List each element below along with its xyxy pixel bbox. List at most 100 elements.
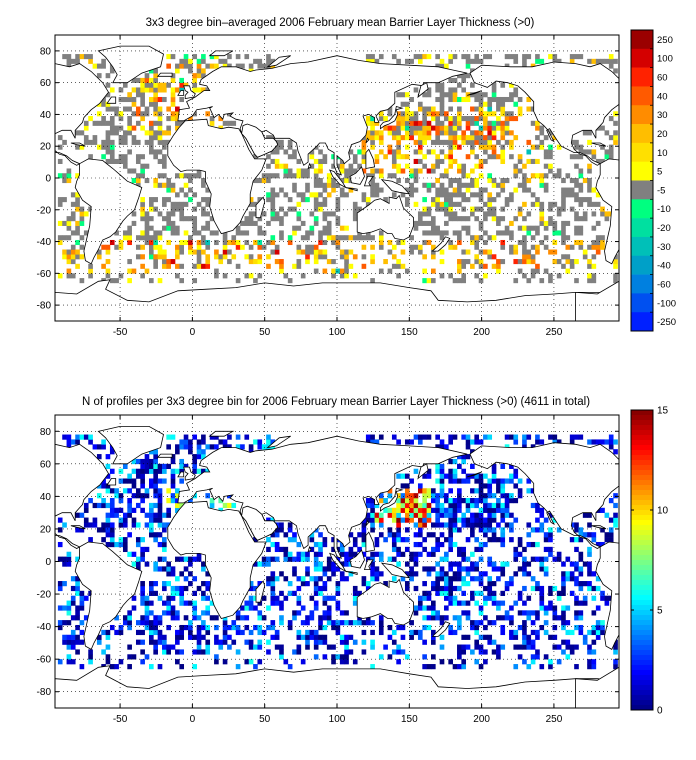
coastline-australia <box>356 578 415 626</box>
data-bin-cell <box>448 502 453 509</box>
data-bin-cell <box>483 92 488 98</box>
data-bin-cell <box>162 600 167 606</box>
data-bin-cell <box>105 92 111 98</box>
data-bin-cell <box>348 235 354 241</box>
data-bin-cell <box>227 239 232 246</box>
data-bin-cell <box>539 595 545 601</box>
y-tick-label: -80 <box>37 687 52 698</box>
data-bin-cell <box>318 585 323 592</box>
data-bin-cell <box>214 639 219 645</box>
data-bin-cell <box>313 634 319 640</box>
data-bin-cell <box>135 541 141 548</box>
data-bin-cell <box>378 654 384 660</box>
data-bin-cell <box>448 527 453 533</box>
colorbar-gradient-step <box>631 675 653 681</box>
data-bin-cell <box>478 439 484 445</box>
data-bin-cell <box>448 468 453 474</box>
data-bin-cell <box>465 634 471 640</box>
data-bin-cell <box>565 605 571 611</box>
data-bin-cell <box>478 225 484 231</box>
data-bin-cell <box>500 507 506 513</box>
data-bin-cell <box>300 192 306 198</box>
data-bin-cell <box>114 507 119 513</box>
data-bin-cell <box>101 154 106 160</box>
data-bin-cell <box>244 605 250 611</box>
data-bin-cell <box>574 546 579 553</box>
data-bin-cell <box>396 135 401 141</box>
data-bin-cell <box>157 463 163 470</box>
data-bin-cell <box>552 517 558 523</box>
data-bin-cell <box>539 125 545 131</box>
data-bin-cell <box>109 498 115 504</box>
data-bin-cell <box>404 581 410 587</box>
data-bin-cell <box>175 263 180 269</box>
data-bin-cell <box>131 522 137 528</box>
data-bin-cell <box>509 82 514 88</box>
data-bin-cell <box>292 182 297 188</box>
data-bin-cell <box>166 488 171 494</box>
data-bin-cell <box>556 211 562 217</box>
data-bin-cell <box>556 644 562 650</box>
data-bin-cell <box>483 111 488 117</box>
data-bin-cell <box>404 502 410 509</box>
data-bin-cell <box>522 620 527 626</box>
data-bin-cell <box>140 201 145 207</box>
data-bin-cell <box>404 154 410 160</box>
colorbar-gradient-step <box>631 670 653 676</box>
data-bin-cell <box>474 92 480 98</box>
data-bin-cell <box>149 249 154 255</box>
data-bin-cell <box>517 168 523 174</box>
data-bin-cell <box>574 610 579 616</box>
data-bin-cell <box>439 187 445 193</box>
data-bin-cell <box>157 498 163 504</box>
data-bin-cell <box>283 173 289 179</box>
data-bin-cell <box>491 537 497 543</box>
data-bin-cell <box>417 216 423 222</box>
data-bin-cell <box>587 644 592 650</box>
data-bin-cell <box>331 235 336 241</box>
data-bin-cell <box>192 77 198 83</box>
data-bin-cell <box>309 192 315 198</box>
data-bin-cell <box>552 249 558 255</box>
colorbar-gradient-step <box>631 420 653 426</box>
data-bin-cell <box>509 235 514 241</box>
data-bin-cell <box>413 493 419 499</box>
colorbar-label: 10 <box>657 148 668 159</box>
data-bin-cell <box>444 111 449 117</box>
data-bin-cell <box>431 522 436 528</box>
data-bin-cell <box>452 512 458 518</box>
data-bin-cell <box>556 230 562 236</box>
data-bin-cell <box>504 130 510 136</box>
data-bin-cell <box>504 502 510 509</box>
data-bin-cell <box>496 120 501 126</box>
data-bin-cell <box>365 556 371 562</box>
data-bin-cell <box>149 278 154 284</box>
data-bin-cell <box>162 556 167 562</box>
data-bin-cell <box>153 624 158 631</box>
colorbar-gradient-step <box>631 535 653 541</box>
data-bin-cell <box>439 259 445 265</box>
data-bin-cell <box>149 87 154 93</box>
data-bin-cell <box>613 135 618 141</box>
data-bin-cell <box>483 101 488 107</box>
data-bin-cell <box>162 263 167 269</box>
data-bin-cell <box>166 187 171 193</box>
data-bin-cell <box>461 197 467 203</box>
data-bin-cell <box>444 230 449 236</box>
data-bin-cell <box>170 493 176 499</box>
data-bin-cell <box>79 605 85 611</box>
data-bin-cell <box>517 537 523 543</box>
data-bin-cell <box>175 230 180 236</box>
data-bin-cell <box>222 634 228 640</box>
data-bin-cell <box>88 273 93 279</box>
data-bin-cell <box>253 605 258 611</box>
data-bin-cell <box>253 561 258 567</box>
data-bin-cell <box>101 498 106 504</box>
data-bin-cell <box>556 615 562 621</box>
data-bin-cell <box>400 92 406 98</box>
data-bin-cell <box>387 556 393 562</box>
data-bin-cell <box>487 120 493 126</box>
data-bin-cell <box>426 230 432 236</box>
data-bin-cell <box>75 239 80 246</box>
data-bin-cell <box>487 178 493 184</box>
